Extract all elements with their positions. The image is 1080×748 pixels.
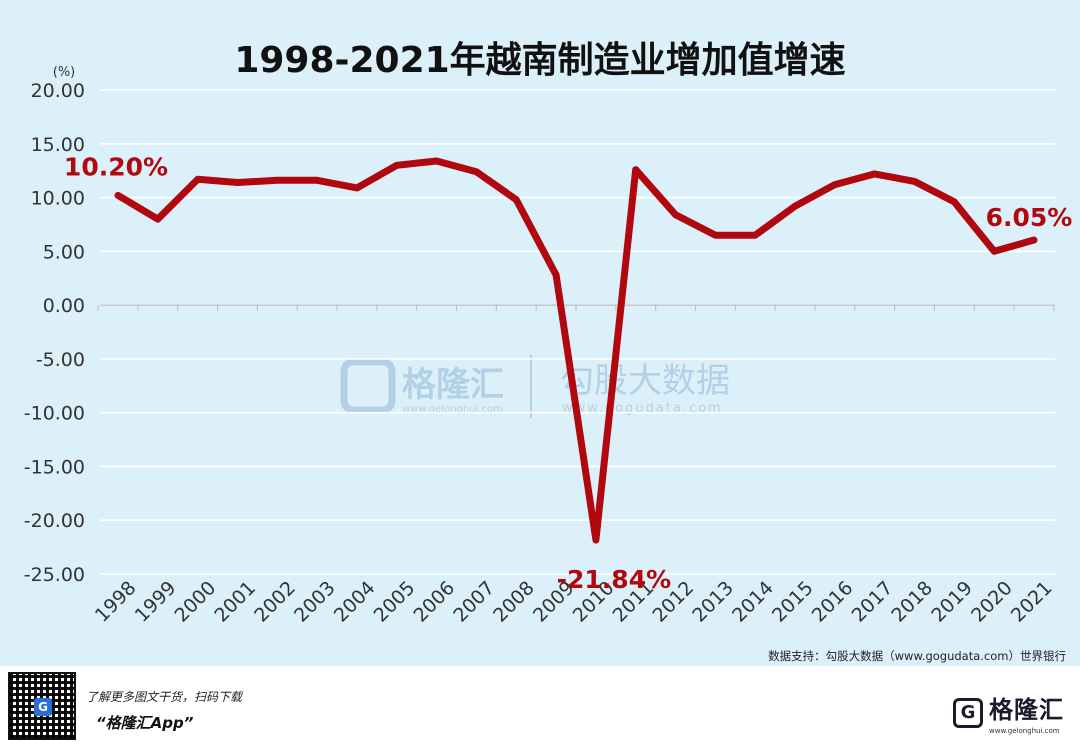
y-tick-label: 0.00: [43, 295, 85, 317]
data-point: [353, 184, 360, 191]
y-tick-label: -25.00: [24, 564, 85, 586]
data-point: [433, 157, 440, 164]
x-tick-label: 1999: [131, 577, 181, 627]
data-point: [951, 198, 958, 205]
data-point: [314, 177, 321, 184]
watermark-brand-url: www.gelonghui.com: [402, 404, 503, 415]
watermark: 格隆汇 www.gelonghui.com 勾股大数据 www.gogudata…: [340, 355, 730, 418]
y-tick-label: 10.00: [31, 188, 85, 210]
data-point: [194, 176, 201, 183]
footer-app-name: “格隆汇App”: [96, 714, 194, 732]
qr-code[interactable]: G: [8, 672, 76, 740]
grid-lines: [97, 89, 1055, 575]
x-tick-label: 2019: [927, 577, 977, 627]
y-tick-label: -5.00: [36, 349, 85, 371]
brand-logo: G 格隆汇 www.gelonghui.com: [953, 690, 1064, 735]
data-point: [792, 203, 799, 210]
data-point: [991, 248, 998, 255]
x-tick-label: 2003: [290, 577, 340, 627]
data-point: [473, 168, 480, 175]
x-tick-label: 1998: [91, 577, 141, 627]
x-tick-label: 2000: [171, 577, 221, 627]
brand-logo-icon: G: [953, 697, 983, 728]
data-point: [831, 181, 838, 188]
x-tick-label: 2016: [808, 577, 858, 627]
brand-logo-text: 格隆汇: [989, 696, 1064, 724]
y-tick-label: -15.00: [24, 456, 85, 478]
data-point: [592, 537, 599, 544]
y-tick-label: -20.00: [24, 510, 85, 532]
data-point: [513, 196, 520, 203]
footer: [0, 666, 1080, 748]
brand-logo-url: www.gelonghui.com: [989, 727, 1060, 735]
data-point: [274, 177, 281, 184]
source-note: 数据支持：勾股大数据（www.gogudata.com）世界银行: [768, 649, 1066, 663]
chart-panel: 1998-2021年越南制造业增加值增速 (%) 格隆汇 www.gelongh…: [0, 0, 1080, 666]
line-chart: 1998-2021年越南制造业增加值增速 (%) 格隆汇 www.gelongh…: [24, 40, 1073, 663]
footer-promo-text: 了解更多图文干货，扫码下载: [86, 690, 243, 704]
x-tick-label: 2015: [768, 577, 818, 627]
x-tick-label: 2014: [728, 577, 778, 627]
x-tick-label: 2013: [688, 577, 738, 627]
y-tick-label: 15.00: [31, 134, 85, 156]
y-tick-label: 5.00: [43, 241, 85, 263]
x-tick-label: 2006: [409, 577, 459, 627]
watermark-brand: 格隆汇: [402, 365, 504, 405]
x-tick-label: 2020: [967, 577, 1017, 627]
data-point: [553, 271, 560, 278]
watermark-partner-url: www.gogudata.com: [562, 401, 723, 416]
data-point: [632, 166, 639, 173]
x-tick-label: 2004: [330, 577, 380, 627]
data-point: [393, 162, 400, 169]
y-tick-label: -10.00: [24, 403, 85, 425]
data-point: [712, 232, 719, 239]
x-tick-label: 2018: [887, 577, 937, 627]
x-tick-label: 2021: [1007, 577, 1057, 627]
data-label: 6.05%: [986, 203, 1073, 232]
chart-title: 1998-2021年越南制造业增加值增速: [234, 40, 845, 81]
data-point: [871, 170, 878, 177]
data-labels: 10.20% -21.84% 6.05%: [64, 152, 1072, 594]
data-label: -21.84%: [557, 565, 672, 594]
x-tick-label: 2008: [489, 577, 539, 627]
x-tick-label: 2002: [250, 577, 300, 627]
data-point: [752, 232, 759, 239]
data-point: [115, 192, 121, 199]
data-label: 10.20%: [64, 152, 168, 181]
y-axis-unit: (%): [53, 65, 76, 80]
y-tick-label: 20.00: [31, 80, 85, 102]
qr-logo-icon: G: [34, 698, 52, 716]
x-tick-label: 2005: [370, 577, 420, 627]
data-point: [672, 211, 679, 218]
x-tick-label: 2007: [449, 577, 499, 627]
data-point: [154, 216, 161, 223]
watermark-partner: 勾股大数据: [560, 361, 730, 401]
data-point: [1031, 237, 1037, 244]
series-layer: [114, 157, 1038, 544]
watermark-logo-icon: [340, 358, 396, 414]
data-point: [234, 179, 241, 186]
data-point: [911, 178, 918, 185]
y-axis-ticks: 20.00 15.00 10.00 5.00 0.00 -5.00 -10.00 -15.00…: [24, 80, 85, 586]
series-line: [114, 157, 1038, 544]
x-tick-label: 2017: [848, 577, 898, 627]
x-tick-label: 2001: [210, 577, 260, 627]
